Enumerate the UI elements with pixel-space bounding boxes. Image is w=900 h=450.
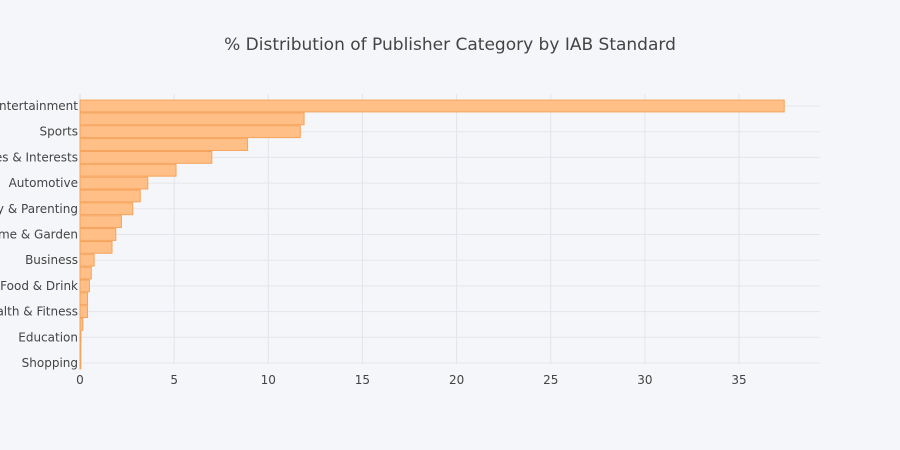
x-tick-label: 0 — [76, 373, 84, 387]
bar[interactable] — [79, 163, 177, 177]
x-tick-label: 20 — [449, 373, 464, 387]
bar[interactable] — [79, 150, 213, 164]
bar[interactable] — [79, 112, 305, 126]
x-tick-label: 30 — [637, 373, 652, 387]
bar[interactable] — [79, 253, 95, 267]
bar[interactable] — [79, 318, 84, 331]
bar[interactable] — [79, 305, 89, 319]
y-tick-label: Hobbies & Interests — [0, 150, 78, 164]
bar[interactable] — [79, 176, 149, 190]
y-tick-label: Education — [18, 330, 78, 344]
bar-layer — [79, 99, 785, 370]
bar[interactable] — [79, 215, 122, 229]
x-tick-label: 5 — [170, 373, 178, 387]
y-tick-label: Sports — [40, 125, 78, 139]
y-tick-label: Family & Parenting — [0, 202, 78, 216]
y-tick-label: Health & Fitness — [0, 305, 78, 319]
y-tick-labels: Entertainment Sports Hobbies & Interests Au… — [0, 99, 78, 370]
bar[interactable] — [79, 125, 301, 139]
y-tick-label: Entertainment — [0, 99, 78, 113]
bar[interactable] — [79, 228, 117, 241]
bar[interactable] — [79, 279, 90, 293]
bar[interactable] — [79, 240, 113, 254]
x-tick-label: 35 — [731, 373, 746, 387]
bar[interactable] — [79, 343, 82, 357]
x-tick-label: 15 — [355, 373, 370, 387]
bar[interactable] — [79, 202, 134, 216]
chart-title: % Distribution of Publisher Category by … — [224, 35, 676, 55]
bar[interactable] — [79, 266, 92, 280]
y-tick-label: Home & Garden — [0, 228, 78, 242]
bar[interactable] — [79, 138, 249, 151]
y-tick-label: Automotive — [9, 176, 78, 190]
x-tick-label: 10 — [261, 373, 276, 387]
bar[interactable] — [79, 292, 89, 306]
y-tick-label: Food & Drink — [0, 279, 78, 293]
x-tick-label: 25 — [543, 373, 558, 387]
bar[interactable] — [79, 356, 82, 370]
y-tick-label: Business — [25, 253, 78, 267]
y-tick-label: Shopping — [22, 356, 78, 370]
bar[interactable] — [79, 330, 82, 344]
bar[interactable] — [79, 189, 141, 203]
bar[interactable] — [79, 99, 785, 113]
x-tick-labels: 0 5 10 15 20 25 30 35 — [76, 373, 746, 387]
